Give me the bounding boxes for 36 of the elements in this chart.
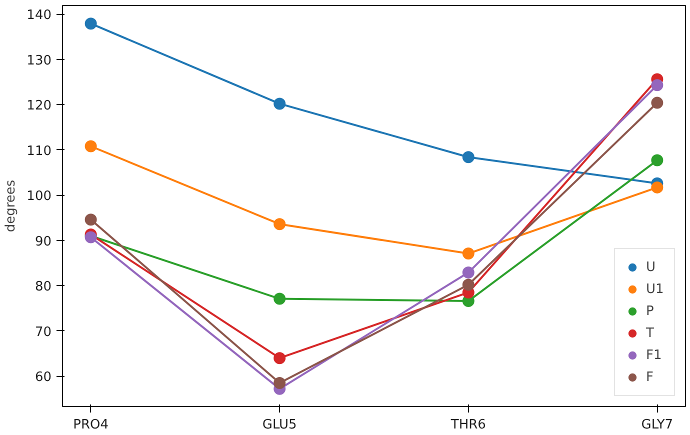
y-tick-label: 110	[26, 144, 52, 159]
y-tick-label: 90	[34, 234, 52, 250]
legend-label: U	[646, 260, 657, 274]
legend-label: F1	[646, 348, 663, 362]
point	[651, 79, 664, 92]
y-tick-label: 60	[34, 370, 52, 386]
point	[462, 266, 474, 279]
y-axis-title: degrees	[4, 180, 19, 232]
point	[462, 278, 474, 291]
x-tick-label: GLU5	[262, 418, 297, 432]
point	[84, 214, 97, 226]
point	[274, 376, 286, 389]
legend-label: P	[646, 304, 655, 318]
point	[274, 218, 286, 230]
x-tick-label: THR6	[450, 418, 486, 432]
y-tick-label: 100	[26, 189, 52, 204]
point	[462, 248, 474, 260]
point	[84, 18, 97, 30]
x-tick-label: PRO4	[73, 418, 109, 432]
point	[274, 352, 286, 364]
point	[84, 140, 97, 152]
y-tick-label: 80	[34, 280, 52, 295]
point	[462, 151, 474, 164]
legend-label: T	[646, 326, 655, 340]
point	[651, 154, 664, 166]
point	[274, 292, 286, 305]
point	[651, 96, 664, 109]
x-tick-label: GLY7	[641, 418, 674, 432]
y-tick-label: 140	[26, 8, 52, 24]
legend-label: F	[646, 370, 654, 384]
y-tick-label: 130	[26, 53, 52, 68]
point	[651, 181, 664, 194]
y-tick-label: 70	[34, 324, 52, 340]
legend-label: U1	[646, 282, 665, 296]
y-tick-label: 120	[26, 98, 52, 114]
point	[274, 98, 286, 110]
